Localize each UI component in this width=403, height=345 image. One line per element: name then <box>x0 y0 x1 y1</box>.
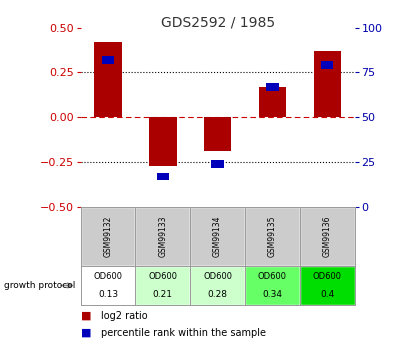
Bar <box>102 56 114 64</box>
Text: growth protocol: growth protocol <box>4 281 75 290</box>
Bar <box>212 160 224 168</box>
Text: percentile rank within the sample: percentile rank within the sample <box>101 328 266 338</box>
Text: OD600: OD600 <box>148 272 177 281</box>
Text: GSM99132: GSM99132 <box>104 216 112 257</box>
Text: ■: ■ <box>81 311 91 321</box>
Text: OD600: OD600 <box>203 272 232 281</box>
Text: GSM99136: GSM99136 <box>323 216 332 257</box>
Bar <box>94 42 122 117</box>
Bar <box>204 117 231 151</box>
Text: 0.21: 0.21 <box>153 290 173 299</box>
Text: 0.34: 0.34 <box>262 290 283 299</box>
Text: GSM99134: GSM99134 <box>213 216 222 257</box>
Text: 0.4: 0.4 <box>320 290 334 299</box>
Bar <box>157 172 169 180</box>
Text: GDS2592 / 1985: GDS2592 / 1985 <box>160 16 275 30</box>
Bar <box>321 61 333 69</box>
Text: GSM99135: GSM99135 <box>268 216 277 257</box>
Bar <box>314 51 341 117</box>
Text: OD600: OD600 <box>313 272 342 281</box>
Bar <box>149 117 177 166</box>
Text: ■: ■ <box>81 328 91 338</box>
Text: GSM99133: GSM99133 <box>158 216 167 257</box>
Text: OD600: OD600 <box>258 272 287 281</box>
Text: 0.28: 0.28 <box>208 290 228 299</box>
Text: OD600: OD600 <box>93 272 123 281</box>
Text: 0.13: 0.13 <box>98 290 118 299</box>
Text: log2 ratio: log2 ratio <box>101 311 147 321</box>
Bar <box>266 83 278 91</box>
Bar <box>259 87 286 117</box>
